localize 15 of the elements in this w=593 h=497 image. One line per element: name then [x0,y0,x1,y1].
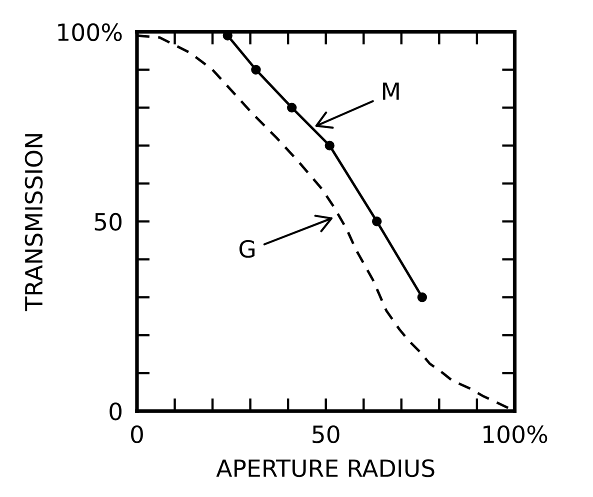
x-axis-title: APERTURE RADIUS [216,459,434,478]
point [417,292,428,302]
x-tick-label: 0 [131,425,143,444]
y-axis-title: TRANSMISSION [24,134,43,312]
x-tick-label: 50 [312,425,340,444]
point [324,140,334,150]
y-tick-label: 100% [58,23,122,42]
y-tick-label: 0 [110,402,122,420]
x-tick-label: 100% [484,425,548,444]
annotation: G [239,240,255,258]
point [372,216,382,226]
point [251,64,261,75]
y-tick-label: 50 [94,212,122,231]
point [286,102,297,113]
annotation: M [383,82,399,100]
